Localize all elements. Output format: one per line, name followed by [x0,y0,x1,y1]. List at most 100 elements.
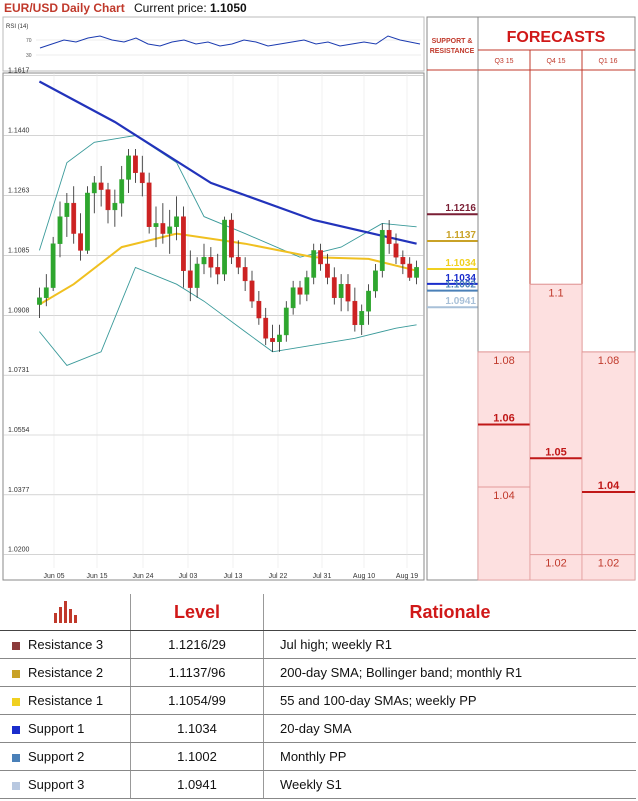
candle-body [283,307,289,336]
candle-body [249,280,255,302]
y-tick-label: 1.0200 [8,547,30,554]
forecast-range [477,351,531,581]
candle-body [400,257,406,265]
row-level-value: 1.1054/99 [130,686,264,715]
candle-body [277,334,282,342]
rsi-label: RSI (14) [6,24,28,30]
candle-body [242,267,248,282]
forecast-ranges: 1.08 1.06 1.04 1.1 1.05 1.02 1.08 1.04 1.02 [477,283,636,581]
candle-body [71,202,77,234]
bollinger-lower-line [39,266,417,366]
candle-body [331,277,337,298]
candle-body [112,202,118,211]
x-tick-label: Aug 19 [396,573,418,580]
table-row: Support 2 1.1002 Monthly PP [0,742,636,771]
row-level-name: Resistance 2 [0,658,131,687]
candle-body [235,257,241,268]
candle-body [181,216,186,271]
level-label: 1.1034 [445,258,476,269]
sma200-line [38,80,417,245]
y-tick-label: 1.1263 [8,187,30,194]
level-name-text: Support 3 [28,777,85,792]
row-rationale: 200-day SMA; Bollinger band; monthly R1 [263,658,636,687]
row-rationale: 20-day SMA [263,714,636,743]
forecast-range [581,351,636,581]
candle-body [43,287,49,298]
table-icon-cell [0,594,131,631]
levels-panel [426,16,479,581]
x-tick-labels: Jun 05 Jun 15 Jun 24 Jul 03 Jul 13 Jul 22 Jul … [43,573,418,580]
candle-body [386,229,392,244]
candle-body [215,267,221,275]
candle-body [146,182,152,227]
forecast-high-label: 1.08 [598,355,619,367]
forecast-mid-label: 1.05 [545,446,566,458]
candle-body [119,179,125,204]
x-tick-label: Aug 10 [353,573,375,580]
bar-chart-icon [54,601,77,623]
x-tick-label: Jul 22 [269,573,288,580]
level-color-swatch [12,641,20,650]
rationale-header: Rationale [263,594,636,631]
level-header: Level [130,594,264,631]
candle-body [304,277,310,295]
table-row: Resistance 1 1.1054/99 55 and 100-day SMAs… [0,686,636,715]
level-name-text: Resistance 1 [28,693,104,708]
y-tick-label: 1.0377 [8,487,30,494]
candle-body [85,192,90,251]
candle-body [208,257,214,268]
row-level-name: Support 1 [0,714,131,743]
candle-body [37,297,42,305]
candle-body [373,270,378,292]
levels-title: SUPPORT & RESISTANCE [430,38,475,55]
levels-table: Level Rationale Resistance 3 1.1216/29 Jul… [0,594,636,799]
level-name-text: Support 1 [28,721,85,736]
forecast-mid-label: 1.06 [493,412,514,424]
rsi-line [39,35,421,49]
levels-table-body: Resistance 3 1.1216/29 Jul high; weekly R1… [0,630,636,799]
candle-body [222,219,227,275]
candle-body [325,263,330,278]
candle-body [126,155,131,180]
candle-body [359,311,365,326]
forecast-col-q1-16: Q1 16 [598,58,617,65]
x-tick-label: Jul 13 [224,573,243,580]
candle-body [345,284,351,302]
level-label: 1.0941 [445,296,476,307]
table-row: Resistance 2 1.1137/96 200-day SMA; Bollin… [0,658,636,687]
y-tick-label: 1.0554 [8,427,30,434]
row-level-name: Resistance 3 [0,630,131,659]
row-rationale: Weekly S1 [263,770,636,799]
candle-body [91,182,97,194]
candle-body [201,257,207,265]
candle-body [78,233,83,251]
candle-body [366,290,371,312]
sma55-line [38,232,417,306]
chart-title: EUR/USD Daily Chart [4,1,125,15]
candle-body [338,284,344,298]
price-label: Current price: [134,1,207,15]
table-row: Support 3 1.0941 Weekly S1 [0,770,636,799]
level-color-swatch [12,781,20,790]
candle-body [160,223,166,234]
candle-body [393,243,399,258]
candles [37,149,419,352]
candle-body [297,287,303,295]
grid-lines [3,73,424,568]
level-name-text: Support 2 [28,749,85,764]
level-label: 1.1034 [445,273,476,284]
y-tick-label: 1.0908 [8,307,30,314]
candle-body [187,270,193,288]
y-tick-label: 1.0731 [8,367,30,374]
level-name-text: Resistance 2 [28,665,104,680]
table-row: Support 1 1.1034 20-day SMA [0,714,636,743]
eurusd-chart: EUR/USD Daily Chart Current price: 1.105… [2,1,636,581]
candle-body [263,317,269,339]
row-rationale: 55 and 100-day SMAs; weekly PP [263,686,636,715]
level-color-swatch [12,669,20,678]
candle-body [270,338,275,342]
bollinger-bands [38,135,417,366]
candle-body [105,189,111,211]
candle-body [50,243,56,288]
candle-body [64,202,70,217]
